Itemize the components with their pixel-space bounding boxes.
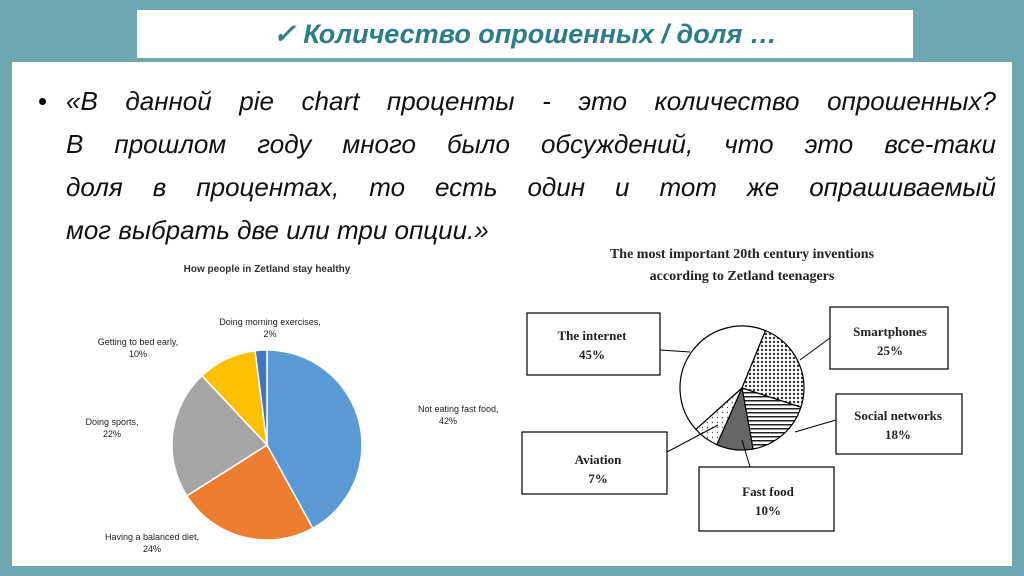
slice-value-label: 22%	[103, 429, 121, 439]
label-arrow	[799, 337, 831, 361]
pie-slice	[171, 374, 269, 497]
bullet-line: В прошлом году много было обсуждений, чт…	[66, 129, 996, 159]
slice-value-label: 2%	[263, 329, 276, 339]
pie-chart: The most important 20th century inventio…	[521, 247, 963, 532]
slice-value-label: 18%	[885, 427, 911, 442]
label-box	[526, 312, 661, 376]
bullet-text: «В данной pie chart проценты - это колич…	[66, 80, 996, 252]
slice-label: Getting to bed early,	[98, 337, 178, 347]
slice-label: Not eating fast food,	[418, 404, 499, 414]
header-title: Количество опрошенных / доля …	[303, 19, 777, 49]
label-arrow	[741, 439, 751, 468]
bullet-line: мог выбрать две или три опции.»	[66, 215, 489, 245]
label-box	[698, 466, 835, 532]
pie-slice	[741, 387, 802, 450]
label-box	[521, 431, 668, 495]
pie-chart: How people in Zetland stay healthy Not ea…	[85, 264, 498, 554]
slice-value-label: 7%	[588, 471, 608, 486]
slice-value-label: 10%	[755, 503, 781, 518]
label-box	[835, 393, 963, 455]
pie-slice	[679, 325, 767, 431]
label-arrow	[794, 419, 837, 433]
slice-label: Aviation	[575, 452, 622, 467]
bullet-line: доля в процентах, то есть один и тот же …	[66, 172, 996, 202]
chart-title: The most important 20th century inventio…	[610, 247, 875, 262]
slice-label: Social networks	[854, 408, 942, 423]
pie-slice	[254, 349, 268, 446]
slice-label: Doing morning exercises,	[219, 317, 321, 327]
slice-label: Smartphones	[853, 324, 927, 339]
slice-value-label: 24%	[143, 544, 161, 554]
label-arrow	[666, 424, 719, 453]
slice-value-label: 10%	[129, 349, 147, 359]
slice-label: Doing sports,	[85, 417, 138, 427]
pie-slice	[185, 443, 314, 541]
pie-slice	[266, 349, 363, 530]
slice-label: The internet	[558, 328, 628, 343]
slice-label: Fast food	[742, 484, 794, 499]
chart-title: How people in Zetland stay healthy	[184, 264, 351, 275]
pie-slice	[741, 329, 805, 408]
slice-value-label: 25%	[877, 343, 903, 358]
label-arrow	[659, 349, 691, 353]
bullet-dot: •	[38, 86, 48, 116]
bullet-line: «В данной pie chart проценты - это колич…	[66, 86, 996, 116]
chart-title: according to Zetland teenagers	[650, 269, 835, 284]
header: ✓ Количество опрошенных / доля …	[137, 10, 913, 58]
slice-label: Having a balanced diet,	[105, 532, 199, 542]
label-box	[829, 306, 949, 370]
slice-value-label: 45%	[579, 347, 605, 362]
slice-value-label: 42%	[439, 416, 457, 426]
